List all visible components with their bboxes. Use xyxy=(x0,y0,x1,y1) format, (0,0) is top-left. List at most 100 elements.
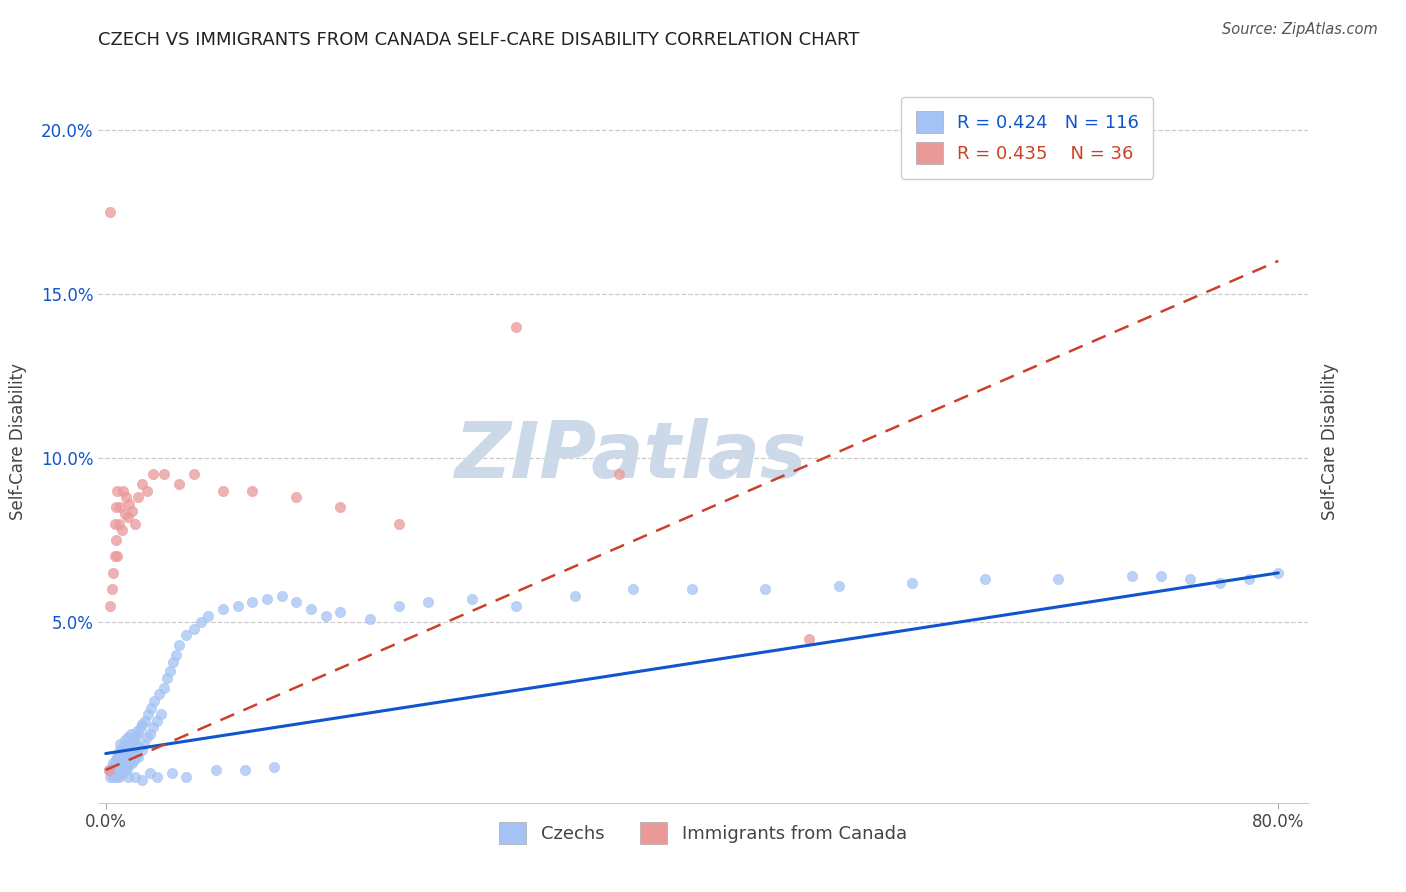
Point xyxy=(108,516,131,531)
Point xyxy=(1150,569,1173,583)
Legend: Czechs, Immigrants from Canada: Czechs, Immigrants from Canada xyxy=(492,815,914,852)
Point xyxy=(162,655,184,669)
Point xyxy=(505,599,527,613)
Point xyxy=(108,747,131,761)
Text: CZECH VS IMMIGRANTS FROM CANADA SELF-CARE DISABILITY CORRELATION CHART: CZECH VS IMMIGRANTS FROM CANADA SELF-CAR… xyxy=(98,31,860,49)
Point xyxy=(754,582,776,597)
Point xyxy=(98,599,121,613)
Point xyxy=(329,605,352,619)
Point xyxy=(240,483,263,498)
Point xyxy=(98,770,121,784)
Point xyxy=(183,622,205,636)
Point xyxy=(110,500,132,515)
Point xyxy=(197,608,219,623)
Point xyxy=(121,737,143,751)
Point xyxy=(105,500,128,515)
Point xyxy=(148,687,170,701)
Point xyxy=(621,582,644,597)
Point xyxy=(167,638,190,652)
Point xyxy=(263,760,285,774)
Point xyxy=(176,770,198,784)
Point xyxy=(101,763,124,777)
Point xyxy=(176,628,198,642)
Point xyxy=(359,612,381,626)
Point xyxy=(285,491,308,505)
Point xyxy=(136,707,159,722)
Point xyxy=(103,549,125,564)
Point xyxy=(901,575,924,590)
Point xyxy=(270,589,292,603)
Point xyxy=(418,595,440,609)
Point xyxy=(107,766,129,780)
Point xyxy=(146,770,169,784)
Point xyxy=(118,743,141,757)
Point xyxy=(97,763,120,777)
Point xyxy=(105,763,128,777)
Point xyxy=(105,753,128,767)
Point xyxy=(114,753,136,767)
Point xyxy=(97,763,120,777)
Point xyxy=(107,760,129,774)
Point xyxy=(329,500,352,515)
Point xyxy=(108,756,131,771)
Point xyxy=(153,681,176,695)
Point xyxy=(607,467,630,482)
Point xyxy=(143,694,166,708)
Point xyxy=(103,760,125,774)
Point xyxy=(129,720,152,734)
Point xyxy=(98,204,121,219)
Point xyxy=(100,582,122,597)
Point xyxy=(111,747,134,761)
Point xyxy=(1047,573,1070,587)
Point xyxy=(101,770,124,784)
Point xyxy=(131,772,153,787)
Point xyxy=(125,723,148,738)
Point xyxy=(124,516,146,531)
Point xyxy=(105,770,128,784)
Point xyxy=(114,760,136,774)
Point xyxy=(101,566,124,580)
Point xyxy=(110,737,132,751)
Point xyxy=(159,665,181,679)
Point xyxy=(121,756,143,771)
Point xyxy=(101,756,124,771)
Point xyxy=(120,727,142,741)
Point xyxy=(120,743,142,757)
Point xyxy=(118,756,141,771)
Point xyxy=(122,753,145,767)
Point xyxy=(142,720,165,734)
Point xyxy=(138,727,160,741)
Point xyxy=(110,743,132,757)
Point xyxy=(117,770,139,784)
Point xyxy=(127,727,149,741)
Point xyxy=(153,467,176,482)
Point xyxy=(117,760,139,774)
Point xyxy=(212,602,235,616)
Point xyxy=(103,766,125,780)
Point xyxy=(103,516,125,531)
Point xyxy=(160,766,183,780)
Point xyxy=(108,770,131,784)
Point xyxy=(240,595,263,609)
Point xyxy=(183,467,205,482)
Point xyxy=(1237,573,1260,587)
Point xyxy=(315,608,337,623)
Point xyxy=(120,753,142,767)
Point xyxy=(110,753,132,767)
Point xyxy=(204,763,226,777)
Point xyxy=(112,739,135,754)
Text: Source: ZipAtlas.com: Source: ZipAtlas.com xyxy=(1222,22,1378,37)
Point xyxy=(190,615,212,630)
Text: ZIPatlas: ZIPatlas xyxy=(454,418,807,494)
Point xyxy=(150,707,173,722)
Point xyxy=(127,491,149,505)
Point xyxy=(142,467,165,482)
Point xyxy=(107,749,129,764)
Point xyxy=(117,749,139,764)
Point xyxy=(100,766,122,780)
Point xyxy=(117,510,139,524)
Point xyxy=(112,766,135,780)
Point xyxy=(111,756,134,771)
Point xyxy=(167,477,190,491)
Point xyxy=(124,749,146,764)
